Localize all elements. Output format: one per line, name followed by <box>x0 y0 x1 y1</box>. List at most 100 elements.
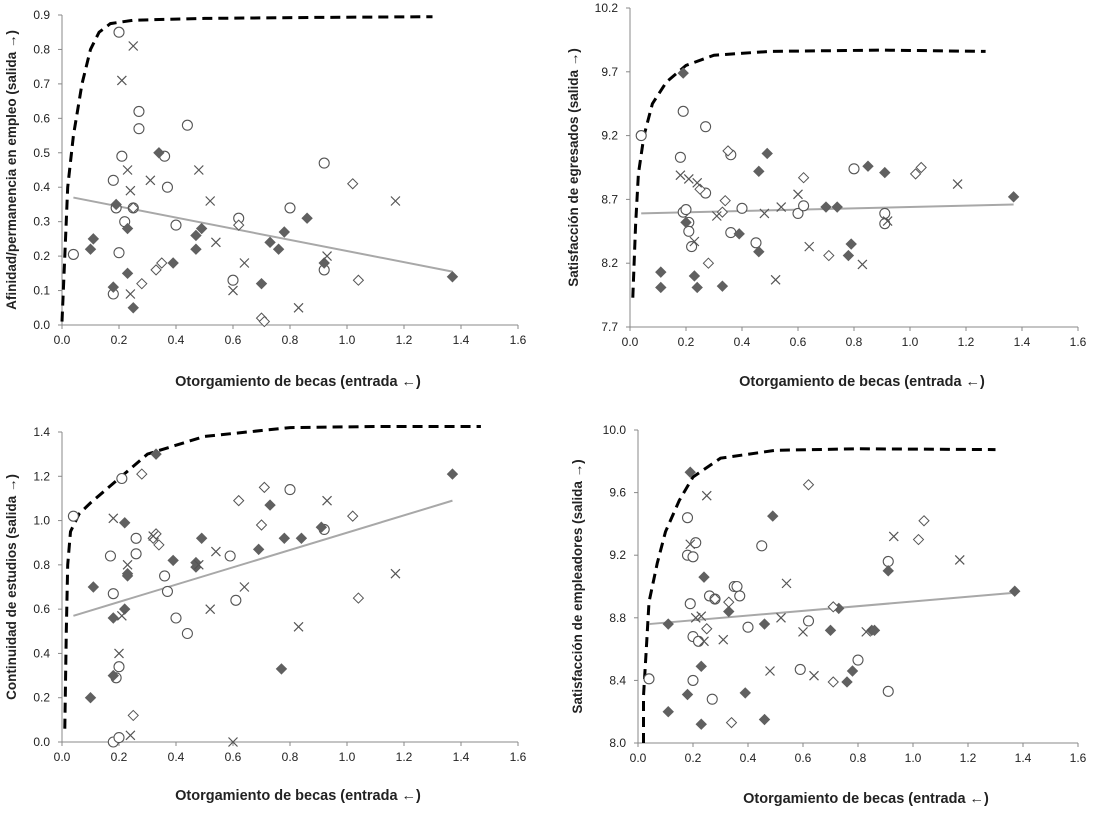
data-point-x <box>689 236 700 247</box>
y-tick-label: 0.0 <box>33 735 50 749</box>
data-point-circle <box>687 674 699 686</box>
data-point-open-diamond <box>716 206 729 218</box>
data-point-open-diamond <box>915 161 927 174</box>
data-point-diamond <box>684 466 696 478</box>
data-point-circle <box>686 241 698 253</box>
y-tick-label: 0.6 <box>33 602 50 616</box>
x-tick-label: 1.4 <box>1014 335 1031 349</box>
data-point-circle <box>130 532 142 544</box>
data-point-circle <box>130 548 142 560</box>
data-point-x <box>293 302 304 313</box>
y-tick-label: 0.2 <box>33 249 50 263</box>
data-point-open-diamond <box>694 183 706 195</box>
data-point-open-diamond <box>797 172 810 184</box>
data-point-diamond <box>882 565 894 577</box>
data-point-circle <box>116 472 128 485</box>
x-tick-label: 0.6 <box>790 335 807 349</box>
data-point-diamond <box>688 270 701 282</box>
x-tick-label: 0.8 <box>282 750 299 764</box>
data-point-open-diamond <box>918 515 930 527</box>
chart-panel-continuity: 0.0 0.2 0.4 0.6 0.8 1.0 1.2 1.4 1.6 0.0 0.2 0.4 0.6 0… <box>4 425 527 804</box>
data-point-diamond <box>698 571 710 583</box>
data-point-diamond <box>318 257 330 269</box>
data-point-diamond <box>118 517 131 529</box>
y-tick-label: 9.7 <box>601 65 618 79</box>
data-point-diamond <box>753 165 765 178</box>
data-point-diamond <box>107 612 120 624</box>
data-point-open-diamond <box>352 274 365 286</box>
y-tick-label: 9.2 <box>609 548 626 562</box>
x-tick-label: 0.0 <box>622 335 639 349</box>
y-tick-label: 8.2 <box>601 256 618 270</box>
data-point-x <box>711 211 722 221</box>
data-point-diamond <box>695 718 707 730</box>
data-point-open-diamond <box>127 709 139 722</box>
data-point-circle <box>692 635 705 647</box>
data-point-diamond <box>87 581 100 593</box>
data-point-x <box>114 648 124 659</box>
x-tick-label: 1.4 <box>453 333 470 347</box>
data-point-diamond <box>264 499 276 511</box>
x-tick-label: 0.0 <box>630 751 647 765</box>
data-point-x <box>205 604 216 615</box>
x-tick-label: 0.8 <box>282 333 299 347</box>
y-axis-label: Satisfacción de empleadores (salida →) <box>570 459 585 713</box>
x-tick-label: 1.6 <box>510 333 527 347</box>
y-axis-label: Satisfacción de egresados (salida →) <box>566 48 581 287</box>
data-point-diamond <box>84 692 97 704</box>
data-point-diamond <box>121 570 134 582</box>
data-point-diamond <box>662 618 674 630</box>
x-tick-label: 0.6 <box>795 751 812 765</box>
data-point-x <box>765 666 775 676</box>
data-point-open-diamond <box>127 202 139 214</box>
data-point-x <box>804 241 815 252</box>
y-tick-label: 0.0 <box>33 318 50 332</box>
x-tick-label: 1.0 <box>902 335 919 349</box>
y-tick-label: 1.0 <box>33 514 50 528</box>
data-point-x <box>322 495 332 506</box>
data-point-circle <box>107 174 119 186</box>
data-point-circle <box>794 663 806 675</box>
data-point-circle <box>116 150 128 162</box>
data-point-diamond <box>677 67 689 79</box>
x-tick-label: 0.4 <box>168 333 185 347</box>
x-tick-label: 0.4 <box>740 751 757 765</box>
data-point-x <box>798 626 808 637</box>
data-point-diamond <box>118 603 131 615</box>
data-point-diamond <box>831 201 843 213</box>
y-tick-label: 8.0 <box>609 736 626 750</box>
data-point-open-diamond <box>827 676 839 688</box>
x-tick-label: 0.2 <box>678 335 695 349</box>
data-point-x <box>675 170 686 181</box>
x-axis-label: Otorgamiento de becas (entrada ←) <box>175 374 421 390</box>
x-tick-label: 1.2 <box>396 750 413 764</box>
data-point-diamond <box>150 448 162 460</box>
x-tick-label: 0.4 <box>734 335 751 349</box>
data-point-x <box>718 634 729 645</box>
data-point-diamond <box>295 532 308 544</box>
data-point-diamond <box>733 228 745 240</box>
data-point-x <box>125 289 136 299</box>
frontier-line <box>63 425 481 729</box>
data-point-circle <box>736 202 748 214</box>
x-tick-label: 0.4 <box>168 750 185 764</box>
data-point-diamond <box>278 226 291 238</box>
data-point-open-diamond <box>723 596 735 608</box>
data-point-diamond <box>723 605 735 618</box>
y-tick-label: 0.2 <box>33 691 50 705</box>
data-point-diamond <box>767 510 779 522</box>
data-point-diamond <box>190 229 202 242</box>
data-point-circle <box>284 202 296 214</box>
y-tick-label: 1.4 <box>33 425 50 439</box>
data-point-circle <box>677 105 689 117</box>
data-point-x <box>701 490 712 501</box>
data-point-x <box>690 612 701 623</box>
data-point-x <box>882 216 893 227</box>
frontier-line <box>642 447 996 743</box>
data-point-diamond <box>195 222 208 235</box>
x-tick-label: 1.6 <box>1070 751 1087 765</box>
data-point-circle <box>104 550 116 562</box>
y-tick-label: 1.2 <box>33 469 50 483</box>
data-point-diamond <box>655 281 667 294</box>
data-point-circle <box>879 207 891 219</box>
